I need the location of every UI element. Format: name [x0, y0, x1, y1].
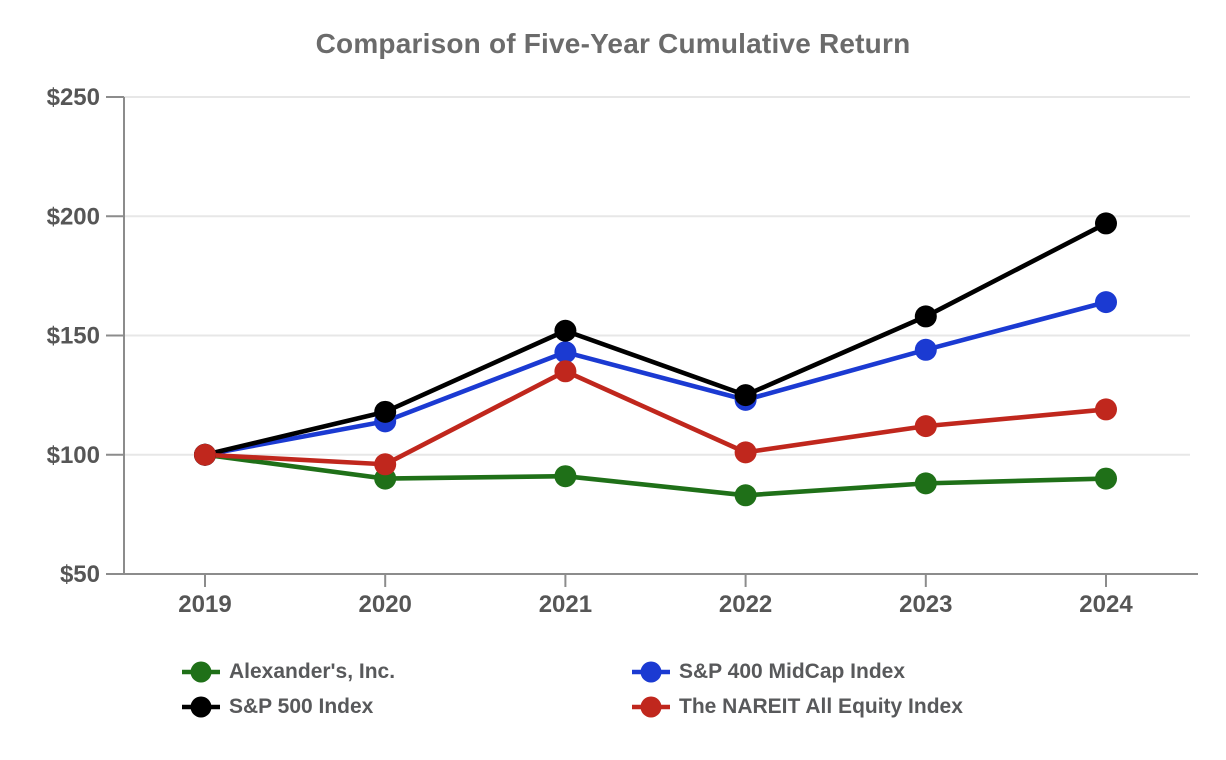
data-point	[734, 384, 757, 407]
series-line	[202, 368, 1109, 467]
legend-label: Alexander's, Inc.	[229, 659, 396, 683]
legend-column: Alexander's, Inc. S&P 500 Index	[182, 654, 395, 724]
x-tick-label: 2021	[539, 591, 592, 618]
y-tick-label: $150	[47, 323, 100, 350]
legend-label: The NAREIT All Equity Index	[679, 694, 963, 718]
data-point	[554, 341, 577, 364]
legend-item: Alexander's, Inc.	[182, 654, 395, 689]
x-tick-label: 2020	[359, 591, 412, 618]
y-tick-label: $250	[47, 84, 100, 111]
line-chart-canvas: $50 $100 $150 $200 $250 2019 2020 2021 2022 2023 2…	[47, 84, 1198, 618]
legend-series-marker-icon	[182, 661, 220, 682]
chart-legend: Alexander's, Inc. S&P 500 Index S&P 400 Mi…	[0, 654, 1226, 730]
data-point	[914, 472, 937, 495]
data-point	[374, 400, 397, 423]
data-point	[374, 453, 397, 476]
data-point	[914, 415, 937, 438]
data-point	[194, 443, 216, 466]
x-tick-label: 2022	[719, 591, 772, 618]
series-line	[202, 221, 1109, 458]
legend-series-marker-icon	[632, 696, 670, 717]
x-tick-label: 2024	[1079, 591, 1133, 618]
data-point	[914, 338, 937, 361]
y-tick-label: $200	[47, 203, 100, 230]
y-tick-label: $100	[47, 442, 100, 469]
x-tick-label: 2019	[178, 591, 231, 618]
y-tick-label: $50	[60, 561, 100, 588]
data-point	[734, 484, 757, 507]
legend-item: The NAREIT All Equity Index	[632, 689, 963, 724]
series-line	[202, 299, 1109, 458]
legend-label: S&P 500 Index	[229, 694, 374, 718]
data-point	[1095, 212, 1117, 235]
legend-series-marker-icon	[632, 661, 670, 682]
legend-column: S&P 400 MidCap Index The NAREIT All Equit…	[632, 654, 963, 724]
data-point	[1095, 291, 1117, 314]
data-point	[1095, 467, 1117, 490]
legend-item: S&P 400 MidCap Index	[632, 654, 963, 689]
data-point	[554, 319, 577, 342]
series-line	[202, 452, 1109, 498]
data-point	[914, 305, 937, 328]
data-point	[554, 360, 577, 383]
legend-label: S&P 400 MidCap Index	[679, 659, 906, 683]
data-point	[554, 465, 577, 488]
legend-series-marker-icon	[182, 696, 220, 717]
x-tick-label: 2023	[899, 591, 952, 618]
chart-title: Comparison of Five-Year Cumulative Retur…	[315, 28, 911, 59]
data-point	[734, 441, 757, 464]
legend-item: S&P 500 Index	[182, 689, 395, 724]
data-point	[1095, 398, 1117, 421]
